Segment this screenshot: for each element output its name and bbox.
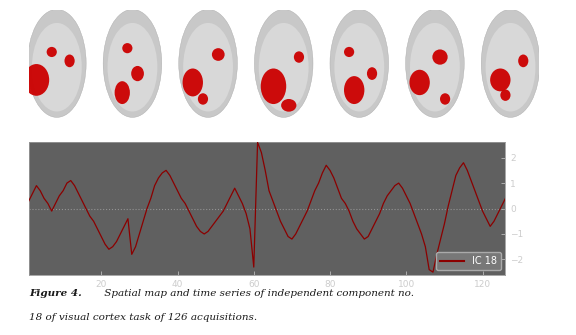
Ellipse shape — [335, 23, 384, 112]
Text: 39: 39 — [415, 121, 425, 130]
Ellipse shape — [490, 68, 510, 91]
Ellipse shape — [367, 67, 377, 80]
Legend: IC 18: IC 18 — [435, 252, 501, 270]
Ellipse shape — [294, 51, 304, 63]
X-axis label: Scans: Scans — [252, 291, 283, 302]
Ellipse shape — [131, 66, 144, 81]
Ellipse shape — [255, 9, 313, 117]
Ellipse shape — [122, 43, 132, 53]
Ellipse shape — [261, 68, 286, 104]
Ellipse shape — [183, 23, 233, 112]
Ellipse shape — [198, 93, 208, 105]
Ellipse shape — [183, 68, 203, 96]
Ellipse shape — [406, 9, 464, 117]
Text: 18 of visual cortex task of 126 acquisitions.: 18 of visual cortex task of 126 acquisit… — [29, 313, 257, 322]
Ellipse shape — [47, 47, 57, 57]
Ellipse shape — [433, 50, 448, 65]
Ellipse shape — [179, 9, 237, 117]
Ellipse shape — [108, 23, 157, 112]
Text: 42: 42 — [340, 121, 350, 130]
Text: Spatial map and time series of independent component no.: Spatial map and time series of independe… — [101, 289, 414, 298]
Ellipse shape — [259, 23, 309, 112]
Text: 54: 54 — [37, 121, 47, 130]
Ellipse shape — [65, 55, 75, 67]
Ellipse shape — [481, 9, 540, 117]
Ellipse shape — [501, 89, 510, 101]
Text: 45: 45 — [264, 121, 274, 130]
Ellipse shape — [281, 99, 297, 112]
Text: 51: 51 — [113, 121, 123, 130]
Ellipse shape — [344, 76, 365, 104]
Ellipse shape — [486, 23, 536, 112]
Text: Figure 4.: Figure 4. — [29, 289, 82, 298]
Ellipse shape — [344, 47, 354, 57]
Ellipse shape — [24, 64, 49, 96]
Text: 48: 48 — [189, 121, 198, 130]
Ellipse shape — [32, 23, 82, 112]
Ellipse shape — [115, 81, 130, 104]
Ellipse shape — [518, 55, 528, 67]
Ellipse shape — [28, 9, 86, 117]
Ellipse shape — [103, 9, 162, 117]
Text: 36: 36 — [491, 121, 501, 130]
Ellipse shape — [212, 48, 225, 61]
Ellipse shape — [330, 9, 389, 117]
Ellipse shape — [410, 70, 430, 95]
Y-axis label: Signal Units: Signal Units — [528, 182, 537, 236]
Ellipse shape — [440, 93, 450, 105]
Ellipse shape — [410, 23, 460, 112]
